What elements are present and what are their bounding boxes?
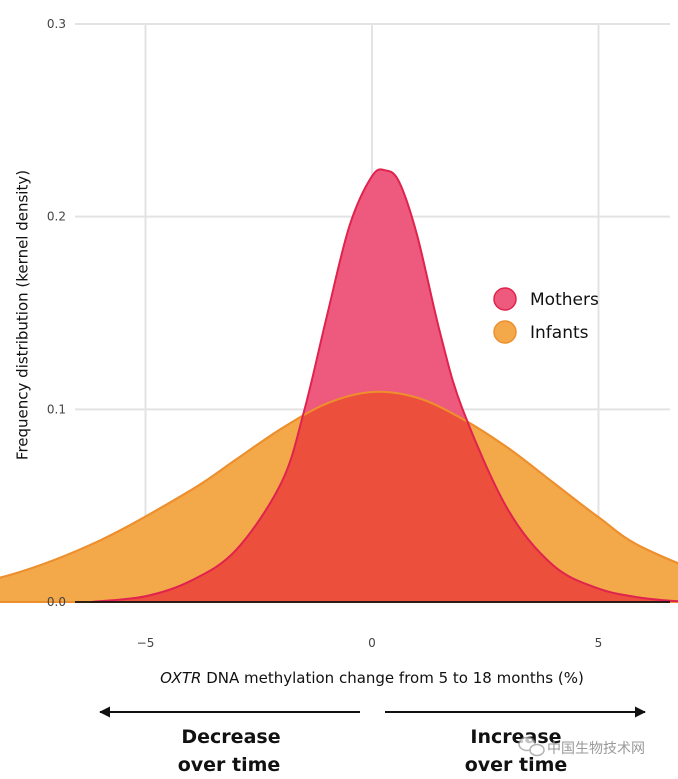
y-tick-label: 0.1 bbox=[47, 402, 66, 416]
area-layer bbox=[0, 168, 678, 603]
legend-label-mothers: Mothers bbox=[530, 290, 599, 310]
infants-density-line bbox=[0, 390, 678, 579]
watermark: 中国生物技术网 bbox=[518, 736, 645, 757]
chat-bubbles-icon bbox=[518, 736, 545, 757]
decrease-label-line1: Decrease bbox=[181, 726, 280, 748]
increase-label-line1: Increase bbox=[470, 726, 561, 748]
legend-label-infants: Infants bbox=[530, 323, 589, 343]
y-tick-label: 0.3 bbox=[47, 17, 66, 31]
x-axis-title-italic: OXTR bbox=[160, 669, 201, 687]
y-axis-title: Frequency distribution (kernel density) bbox=[14, 170, 32, 460]
legend-swatch-mothers bbox=[493, 287, 517, 311]
increase-label-line2: over time bbox=[465, 754, 568, 776]
decrease-label-line2: over time bbox=[178, 754, 281, 776]
legend-swatch-infants bbox=[493, 320, 517, 344]
x-axis-title-rest: DNA methylation change from 5 to 18 mont… bbox=[201, 669, 583, 687]
y-tick-label: 0.0 bbox=[47, 595, 66, 609]
mothers-density-line bbox=[91, 168, 678, 603]
x-tick-label: 5 bbox=[595, 636, 603, 650]
x-axis-title: OXTR DNA methylation change from 5 to 18… bbox=[160, 669, 584, 687]
x-tick-label: −5 bbox=[137, 636, 155, 650]
y-tick-labels: 0.0 0.1 0.2 0.3 bbox=[47, 17, 66, 609]
y-tick-label: 0.2 bbox=[47, 210, 66, 224]
mothers-density-area bbox=[91, 169, 678, 602]
x-tick-label: 0 bbox=[368, 636, 376, 650]
watermark-text: 中国生物技术网 bbox=[547, 741, 645, 757]
x-tick-labels: −10−50510 bbox=[137, 636, 603, 650]
legend: Mothers Infants bbox=[493, 287, 599, 344]
